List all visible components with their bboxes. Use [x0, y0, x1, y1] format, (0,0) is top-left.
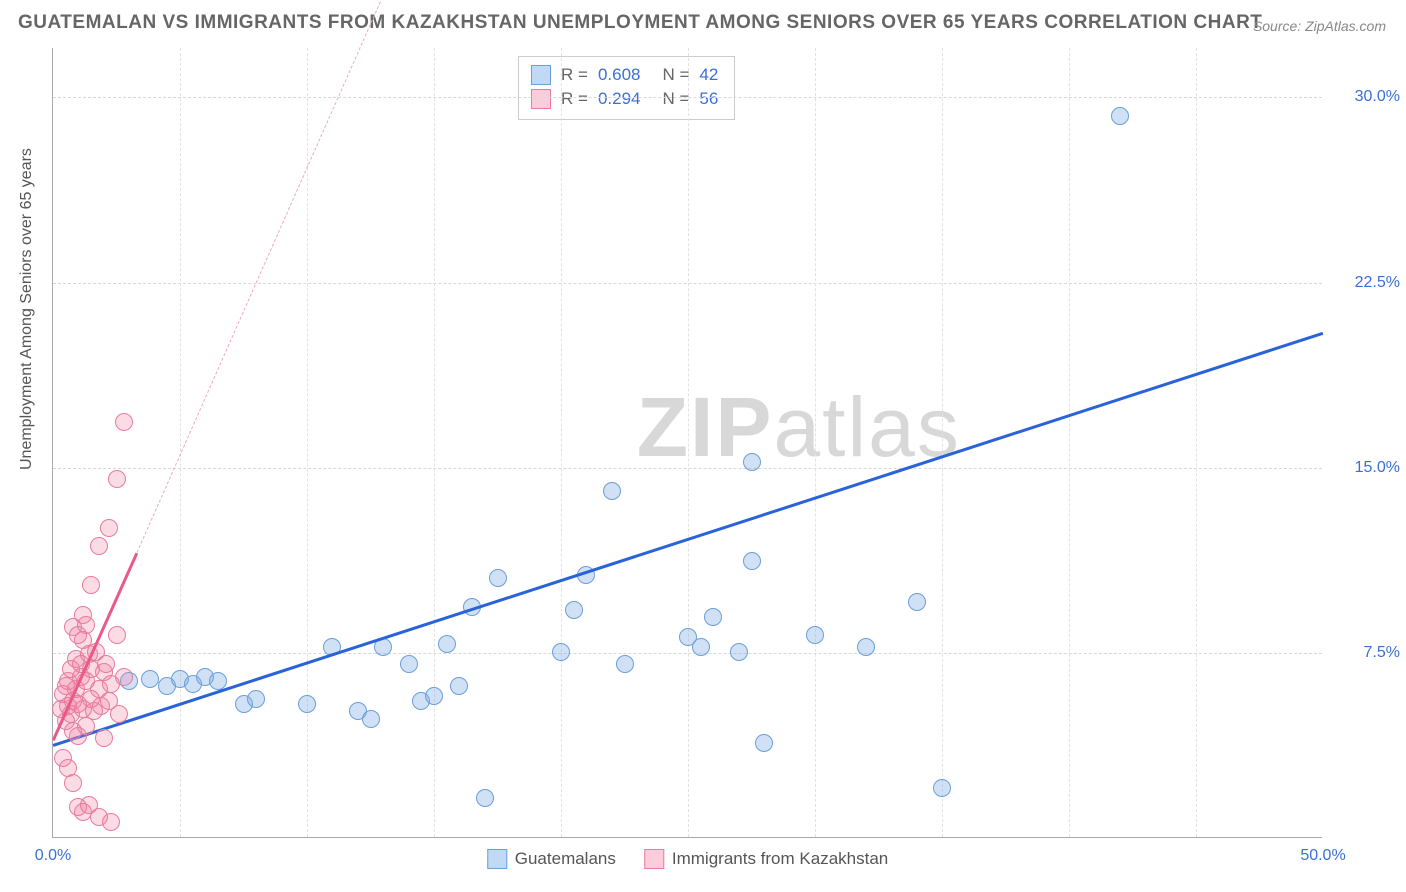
chart-title: GUATEMALAN VS IMMIGRANTS FROM KAZAKHSTAN…	[18, 12, 1262, 34]
y-tick-label: 22.5%	[1330, 274, 1400, 292]
stats-legend: R = 0.608 N = 42 R = 0.294 N = 56	[518, 56, 735, 120]
n-label: N =	[662, 65, 689, 85]
x-tick-label: 50.0%	[1300, 847, 1345, 865]
data-point	[100, 519, 118, 537]
grid-line-v	[688, 48, 689, 837]
data-point	[64, 774, 82, 792]
data-point	[1111, 107, 1129, 125]
grid-line-v	[1069, 48, 1070, 837]
watermark: ZIPatlas	[637, 379, 961, 476]
grid-line-v	[180, 48, 181, 837]
data-point	[95, 729, 113, 747]
y-tick-label: 7.5%	[1330, 644, 1400, 662]
data-point	[115, 668, 133, 686]
legend-label-2: Immigrants from Kazakhstan	[672, 849, 888, 869]
stats-row-2: R = 0.294 N = 56	[531, 87, 718, 111]
data-point	[476, 789, 494, 807]
data-point	[730, 643, 748, 661]
y-tick-label: 15.0%	[1330, 459, 1400, 477]
grid-line-v	[1196, 48, 1197, 837]
data-point	[438, 635, 456, 653]
data-point	[108, 626, 126, 644]
data-point	[400, 655, 418, 673]
legend-item-2: Immigrants from Kazakhstan	[644, 849, 888, 869]
x-tick-label: 0.0%	[35, 847, 71, 865]
data-point	[616, 655, 634, 673]
data-point	[743, 552, 761, 570]
stats-row-1: R = 0.608 N = 42	[531, 63, 718, 87]
data-point	[77, 616, 95, 634]
legend-label-1: Guatemalans	[515, 849, 616, 869]
data-point	[362, 710, 380, 728]
data-point	[110, 705, 128, 723]
scatter-plot: ZIPatlas R = 0.608 N = 42 R = 0.294 N = …	[52, 48, 1322, 838]
y-tick-label: 30.0%	[1330, 88, 1400, 106]
data-point	[425, 687, 443, 705]
data-point	[806, 626, 824, 644]
data-point	[743, 453, 761, 471]
r-label: R =	[561, 65, 588, 85]
source-label: Source: ZipAtlas.com	[1253, 18, 1386, 34]
data-point	[565, 601, 583, 619]
data-point	[115, 413, 133, 431]
data-point	[704, 608, 722, 626]
data-point	[755, 734, 773, 752]
data-point	[102, 813, 120, 831]
data-point	[603, 482, 621, 500]
data-point	[692, 638, 710, 656]
grid-line-v	[561, 48, 562, 837]
swatch-blue-icon	[531, 65, 551, 85]
grid-line-v	[815, 48, 816, 837]
swatch-pink-icon	[531, 89, 551, 109]
data-point	[908, 593, 926, 611]
data-point	[857, 638, 875, 656]
data-point	[247, 690, 265, 708]
data-point	[82, 576, 100, 594]
swatch-blue-icon	[487, 849, 507, 869]
grid-line-v	[434, 48, 435, 837]
y-axis-label: Unemployment Among Seniors over 65 years	[18, 148, 36, 470]
data-point	[90, 537, 108, 555]
data-point	[108, 470, 126, 488]
grid-line-v	[942, 48, 943, 837]
trend-line-dashed	[136, 0, 447, 552]
data-point	[450, 677, 468, 695]
data-point	[97, 655, 115, 673]
data-point	[141, 670, 159, 688]
n-label: N =	[662, 89, 689, 109]
data-point	[489, 569, 507, 587]
data-point	[933, 779, 951, 797]
n-value-2: 56	[699, 89, 718, 109]
r-label: R =	[561, 89, 588, 109]
swatch-pink-icon	[644, 849, 664, 869]
data-point	[298, 695, 316, 713]
r-value-1: 0.608	[598, 65, 641, 85]
r-value-2: 0.294	[598, 89, 641, 109]
n-value-1: 42	[699, 65, 718, 85]
legend-item-1: Guatemalans	[487, 849, 616, 869]
data-point	[552, 643, 570, 661]
series-legend: Guatemalans Immigrants from Kazakhstan	[487, 849, 888, 869]
